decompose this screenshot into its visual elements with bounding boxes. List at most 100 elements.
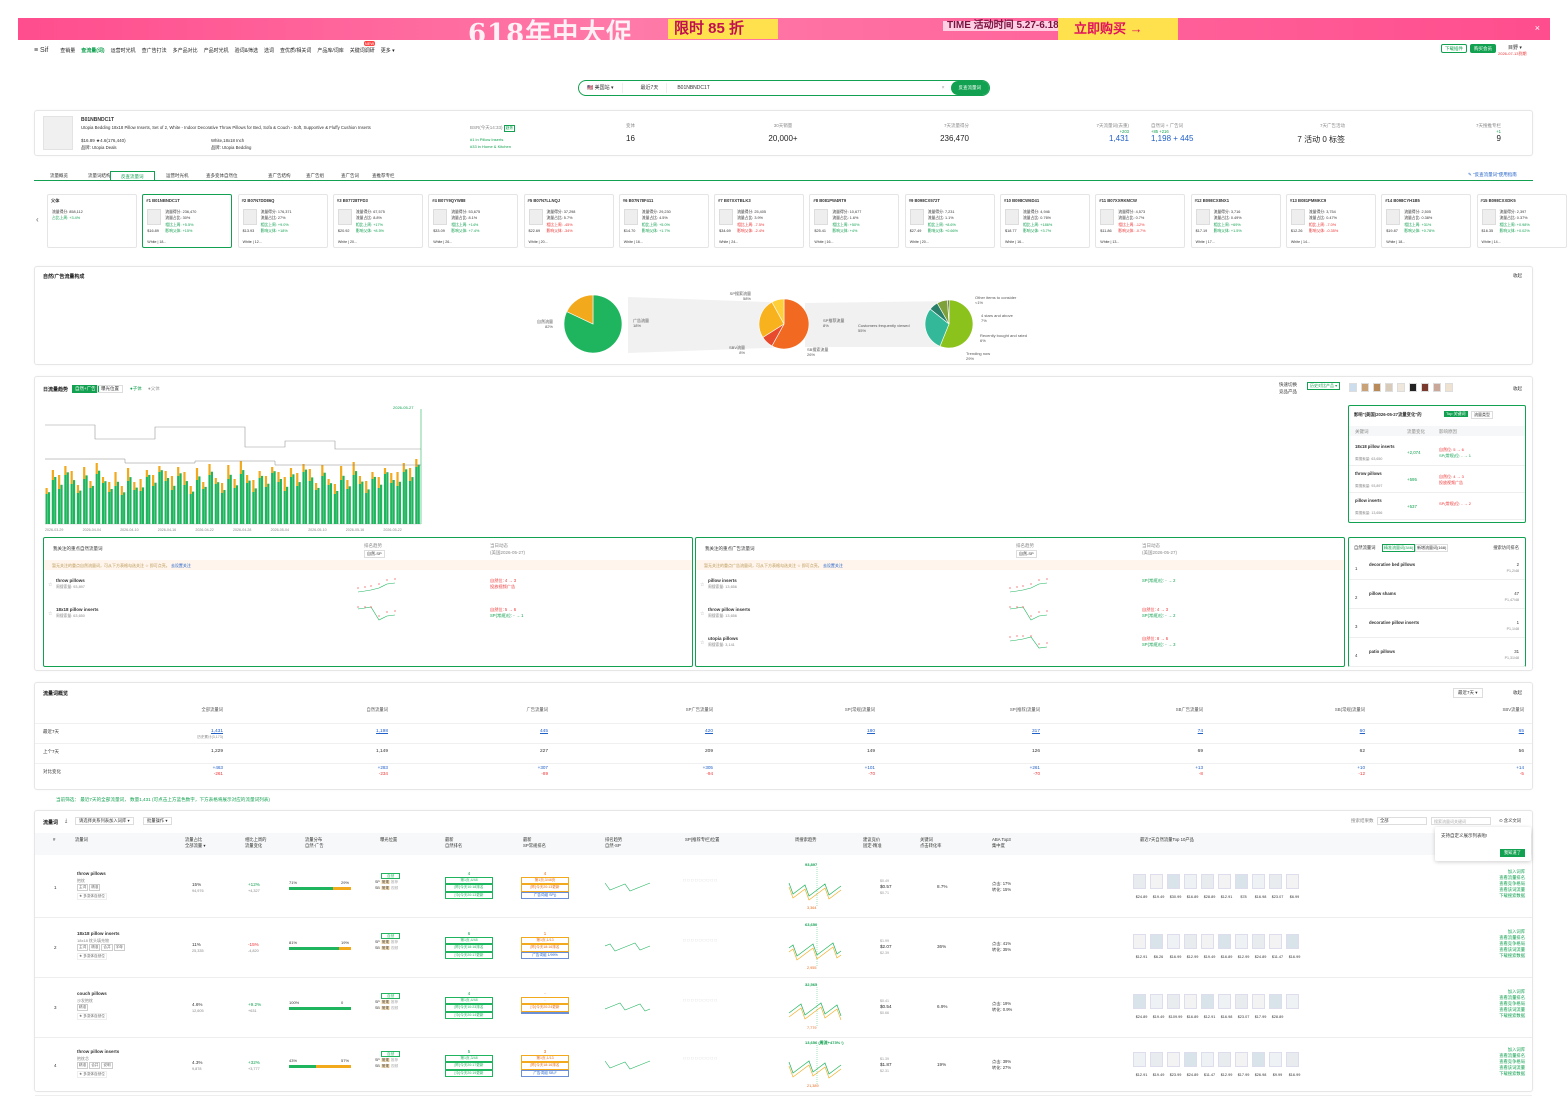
bar-natural[interactable] [378,488,380,524]
overview-value[interactable]: 1,229 [211,749,223,754]
bar-natural-2[interactable] [386,472,388,524]
opt-child[interactable]: ●子体 [130,386,142,392]
compare-select[interactable]: 历史对比产品 ▾ [1307,382,1340,390]
overview-up[interactable]: +14 [1516,765,1524,770]
promo-banner[interactable]: 618年中大促 限时 85 折 TIME 活动时间 5.27-6.18 立即购买… [18,18,1550,40]
product-thumb[interactable] [1235,1052,1248,1067]
overview-value[interactable]: 1,149 [376,749,388,754]
bar-natural[interactable] [371,479,373,524]
bar-ad[interactable] [208,464,210,475]
app-logo[interactable]: ≡ Sif [34,47,48,54]
keyword-tag[interactable]: 说明 [101,1062,112,1069]
bar-natural[interactable] [102,483,104,524]
bar-ad[interactable] [64,466,66,475]
overview-value[interactable]: 126 [1032,749,1040,754]
bar-natural[interactable] [265,487,267,524]
impact-row[interactable]: throw pillows 周搜索量: 93,897 +595 自然位: 4 → 3投… [1349,467,1525,493]
bar-natural[interactable] [227,479,229,524]
competitor-thumb[interactable] [1445,383,1453,392]
impact-row[interactable]: pillow inserts 周搜索量: 13,656 +537 SP(常规)位: -… [1349,494,1525,520]
bar-natural-2[interactable] [167,478,169,524]
bar-ad[interactable] [246,475,248,483]
bar-ad[interactable] [114,472,116,486]
competitor-thumb[interactable] [1409,383,1417,392]
bar-natural-2[interactable] [248,481,250,524]
bar-natural-2[interactable] [48,492,50,524]
bar-natural-2[interactable] [111,489,113,524]
bar-natural[interactable] [89,488,91,524]
overview-down[interactable]: -234 [379,771,388,776]
product-thumb[interactable] [1235,934,1248,949]
bar-natural-2[interactable] [198,476,200,524]
product-thumb[interactable] [1133,934,1146,949]
product-thumb[interactable] [1252,994,1265,1009]
bar-natural[interactable] [171,490,173,524]
bar-natural[interactable] [328,485,330,524]
overview-value[interactable]: 65 [1519,729,1524,734]
bar-natural-2[interactable] [242,470,244,524]
overview-up[interactable]: +463 [213,765,223,770]
bar-ad[interactable] [121,486,123,495]
bar-natural[interactable] [240,474,242,524]
keyword-tag[interactable]: 精准 [89,884,100,891]
nav-item[interactable]: 多产品对比 [173,47,198,54]
bar-natural-2[interactable] [173,486,175,524]
bar-natural-2[interactable] [374,477,376,524]
bar-natural[interactable] [221,493,223,524]
bar-natural-2[interactable] [217,482,219,524]
rank-tab-exact[interactable]: 精准流量词(346) [1382,544,1415,552]
stat-value[interactable]: 7 活动 0 标签 [1245,134,1345,145]
bar-natural[interactable] [140,491,142,524]
bar-natural-2[interactable] [367,489,369,524]
product-thumb[interactable] [1286,934,1299,949]
table-col-head[interactable]: 关键词 点击转化率 [920,837,941,849]
bar-ad[interactable] [89,481,91,488]
bar-ad[interactable] [133,482,135,490]
bar-ad[interactable] [127,468,129,481]
bar-natural[interactable] [284,491,286,524]
tab-5[interactable]: 查广告结构 [258,171,301,180]
row-action-link[interactable]: 下载搜索数据 [1487,953,1525,959]
bsr-1[interactable]: #1 in Pillow Inserts [470,137,503,142]
bar-ad[interactable] [315,483,317,490]
overview-down[interactable]: -261 [214,771,223,776]
bar-ad[interactable] [271,467,273,473]
bar-natural-2[interactable] [205,487,207,524]
bar-natural[interactable] [321,476,323,524]
bar-natural-2[interactable] [236,485,238,524]
diversify-chip[interactable]: ★ 多变体自然位 [77,953,107,960]
bar-ad[interactable] [215,478,217,484]
bar-natural-2[interactable] [399,482,401,524]
bar-ad[interactable] [346,480,348,489]
table-col-head[interactable]: 最新 SP常规排名 [523,837,546,849]
stat-value[interactable]: 1,198 + 445 [1151,134,1231,143]
bar-ad[interactable] [240,461,242,474]
product-thumb[interactable] [1269,934,1282,949]
nav-item[interactable]: 运营时光机 [111,47,136,54]
table-col-head[interactable]: 流量占比 全部流量 ▾ [185,837,206,849]
bar-natural-2[interactable] [330,483,332,524]
row-action-link[interactable]: 下载搜索数据 [1487,1013,1525,1019]
product-thumb[interactable] [1252,874,1265,889]
bar-ad[interactable] [183,472,185,485]
bar-ad[interactable] [46,488,48,494]
overview-value[interactable]: 69 [1198,749,1203,754]
bar-ad[interactable] [221,483,223,493]
competitor-thumb[interactable] [1373,383,1381,392]
banner-buy-button[interactable]: 立即购买 → [1058,18,1178,40]
bar-natural[interactable] [403,472,405,524]
keyword-tag[interactable]: 精准 [89,944,100,951]
bar-ad[interactable] [340,466,342,480]
overview-value[interactable]: 1,198 [376,729,388,734]
sp-rank-box[interactable]: 1 第1页,1/13 [昨]今天18:16排名 广告词组 1/99% [521,931,569,959]
bar-natural[interactable] [177,476,179,524]
bar-natural[interactable] [77,493,79,524]
bar-natural[interactable] [121,495,123,524]
usage-guide-link[interactable]: ✎ "反查流量词"使用指南 [1468,172,1517,178]
overview-history[interactable]: 历史累计(3,173) [197,735,223,740]
user-menu[interactable]: 目野 ▾ [1508,44,1522,51]
variant-card[interactable]: #6 B07N78F411 流量得分: 29,230 流量占比: 4.5% 相比上周:… [619,194,709,248]
bar-natural[interactable] [133,490,135,524]
bar-natural[interactable] [190,494,192,524]
nav-item-active[interactable]: 查流量(词) [81,47,104,54]
